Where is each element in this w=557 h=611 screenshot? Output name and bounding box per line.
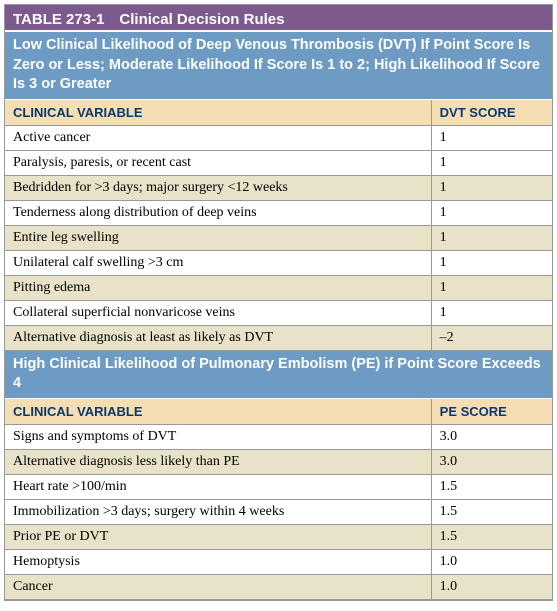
pe-score-cell: 3.0 [432, 450, 552, 474]
pe-column-headers: CLINICAL VARIABLE PE SCORE [5, 399, 552, 425]
pe-score-cell: 3.0 [432, 425, 552, 449]
dvt-rows: Active cancer1Paralysis, paresis, or rec… [5, 126, 552, 351]
pe-col-variable: CLINICAL VARIABLE [5, 399, 432, 424]
dvt-variable-cell: Paralysis, paresis, or recent cast [5, 151, 432, 175]
dvt-row: Unilateral calf swelling >3 cm1 [5, 251, 552, 276]
pe-variable-cell: Immobilization >3 days; surgery within 4… [5, 500, 432, 524]
pe-variable-cell: Hemoptysis [5, 550, 432, 574]
pe-row: Hemoptysis1.0 [5, 550, 552, 575]
dvt-row: Paralysis, paresis, or recent cast1 [5, 151, 552, 176]
pe-col-score: PE SCORE [432, 399, 552, 424]
dvt-section-header: Low Clinical Likelihood of Deep Venous T… [5, 32, 552, 100]
dvt-row: Pitting edema1 [5, 276, 552, 301]
dvt-variable-cell: Bedridden for >3 days; major surgery <12… [5, 176, 432, 200]
table-title: TABLE 273-1 Clinical Decision Rules [5, 5, 552, 32]
pe-score-cell: 1.5 [432, 475, 552, 499]
pe-score-cell: 1.5 [432, 525, 552, 549]
pe-variable-cell: Alternative diagnosis less likely than P… [5, 450, 432, 474]
pe-score-cell: 1.0 [432, 575, 552, 599]
pe-variable-cell: Cancer [5, 575, 432, 599]
pe-row: Immobilization >3 days; surgery within 4… [5, 500, 552, 525]
pe-section-header: High Clinical Likelihood of Pulmonary Em… [5, 351, 552, 399]
pe-variable-cell: Signs and symptoms of DVT [5, 425, 432, 449]
pe-row: Alternative diagnosis less likely than P… [5, 450, 552, 475]
dvt-variable-cell: Tenderness along distribution of deep ve… [5, 201, 432, 225]
dvt-score-cell: 1 [432, 176, 552, 200]
dvt-variable-cell: Alternative diagnosis at least as likely… [5, 326, 432, 350]
dvt-column-headers: CLINICAL VARIABLE DVT SCORE [5, 100, 552, 126]
pe-score-cell: 1.0 [432, 550, 552, 574]
dvt-col-variable: CLINICAL VARIABLE [5, 100, 432, 125]
dvt-row: Alternative diagnosis at least as likely… [5, 326, 552, 351]
pe-row: Signs and symptoms of DVT3.0 [5, 425, 552, 450]
dvt-score-cell: 1 [432, 201, 552, 225]
dvt-score-cell: 1 [432, 301, 552, 325]
dvt-variable-cell: Collateral superficial nonvaricose veins [5, 301, 432, 325]
dvt-score-cell: –2 [432, 326, 552, 350]
dvt-row: Entire leg swelling1 [5, 226, 552, 251]
dvt-score-cell: 1 [432, 151, 552, 175]
dvt-col-score: DVT SCORE [432, 100, 552, 125]
dvt-variable-cell: Entire leg swelling [5, 226, 432, 250]
dvt-row: Active cancer1 [5, 126, 552, 151]
dvt-score-cell: 1 [432, 251, 552, 275]
dvt-variable-cell: Unilateral calf swelling >3 cm [5, 251, 432, 275]
pe-rows: Signs and symptoms of DVT3.0Alternative … [5, 425, 552, 600]
pe-variable-cell: Prior PE or DVT [5, 525, 432, 549]
dvt-score-cell: 1 [432, 276, 552, 300]
pe-row: Prior PE or DVT1.5 [5, 525, 552, 550]
dvt-variable-cell: Active cancer [5, 126, 432, 150]
dvt-row: Bedridden for >3 days; major surgery <12… [5, 176, 552, 201]
pe-score-cell: 1.5 [432, 500, 552, 524]
pe-row: Heart rate >100/min1.5 [5, 475, 552, 500]
clinical-decision-table: TABLE 273-1 Clinical Decision Rules Low … [4, 4, 553, 601]
dvt-row: Tenderness along distribution of deep ve… [5, 201, 552, 226]
pe-row: Cancer1.0 [5, 575, 552, 600]
pe-variable-cell: Heart rate >100/min [5, 475, 432, 499]
dvt-row: Collateral superficial nonvaricose veins… [5, 301, 552, 326]
dvt-variable-cell: Pitting edema [5, 276, 432, 300]
dvt-score-cell: 1 [432, 226, 552, 250]
dvt-score-cell: 1 [432, 126, 552, 150]
